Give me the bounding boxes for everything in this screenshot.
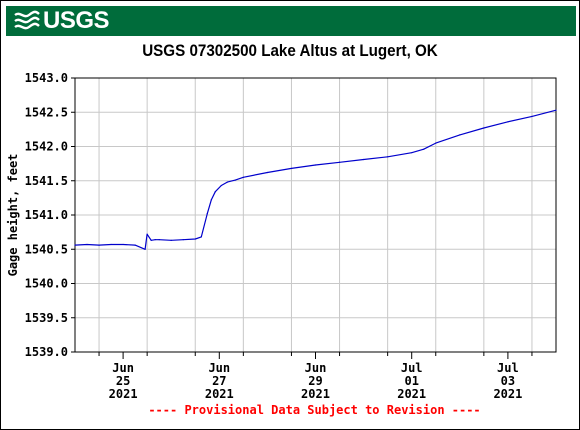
gage-height-point: [74, 244, 76, 246]
gage-height-point: [194, 238, 196, 240]
gage-height-point: [154, 239, 156, 241]
gage-height-point: [507, 121, 509, 123]
gage-height-series-line: [74, 109, 557, 250]
gage-height-point: [146, 233, 148, 235]
gage-height-point: [338, 161, 341, 163]
gage-height-point: [459, 134, 461, 136]
gage-height-point: [150, 239, 152, 241]
x-tick-label: 03: [501, 374, 515, 388]
y-tick-label: 1542.0: [25, 140, 68, 154]
gage-height-point: [200, 236, 202, 238]
x-tick-label: Jun: [208, 361, 230, 375]
usgs-logo-text: USGS: [43, 7, 110, 34]
gage-height-point: [110, 243, 112, 246]
x-tick-label: 2021: [397, 387, 426, 401]
gage-height-point: [98, 244, 100, 246]
gage-height-point: [182, 239, 184, 241]
plot-border: [74, 77, 557, 353]
gage-height-point: [555, 109, 557, 111]
gage-height-point: [144, 248, 146, 250]
x-tick-label: 2021: [109, 387, 138, 401]
gage-height-point: [226, 181, 228, 183]
gage-height-point: [314, 164, 317, 166]
y-tick-label: 1542.5: [25, 105, 68, 119]
gage-height-point: [290, 167, 293, 170]
provisional-notice: ---- Provisional Data Subject to Revisio…: [148, 403, 481, 417]
gage-height-point: [158, 239, 160, 241]
x-tick-label: 2021: [493, 387, 522, 401]
gage-height-point: [134, 244, 136, 246]
gage-height-point: [86, 243, 88, 246]
gage-height-point: [266, 171, 268, 174]
gage-height-point: [242, 176, 244, 178]
usgs-banner: USGS: [6, 6, 576, 36]
gage-height-point: [531, 115, 533, 117]
chart-title: USGS 07302500 Lake Altus at Lugert, OK: [142, 42, 438, 60]
x-tick-label: 27: [212, 374, 226, 388]
gage-height-point: [210, 199, 212, 201]
gage-height-point: [387, 156, 389, 158]
gage-height-point: [234, 179, 236, 181]
x-tick-label: 2021: [301, 387, 330, 401]
x-tick-label: 25: [116, 374, 130, 388]
x-tick-label: Jul: [401, 361, 423, 375]
y-tick-label: 1543.0: [25, 71, 68, 85]
y-tick-label: 1540.5: [25, 242, 68, 256]
gage-height-point: [411, 152, 413, 154]
gage-height-point: [170, 239, 172, 241]
y-tick-label: 1541.0: [25, 208, 68, 222]
gage-height-point: [423, 148, 425, 150]
x-tick-label: Jun: [112, 361, 134, 375]
x-tick-label: Jun: [305, 361, 327, 375]
y-tick-label: 1539.0: [25, 345, 68, 359]
x-tick-label: 2021: [205, 387, 234, 401]
usgs-wave-icon: [14, 10, 40, 30]
y-tick-label: 1540.0: [25, 277, 68, 291]
y-axis-label: Gage height, feet: [6, 154, 20, 277]
gage-height-point: [483, 127, 485, 129]
x-tick-label: Jul: [497, 361, 519, 375]
gage-height-point: [122, 243, 124, 246]
x-tick-label: 01: [404, 374, 418, 388]
x-tick-label: 29: [308, 374, 322, 388]
gage-height-point: [206, 213, 208, 215]
gage-height-point: [363, 158, 365, 161]
gage-height-point: [220, 184, 222, 187]
y-tick-label: 1541.5: [25, 174, 68, 188]
y-tick-label: 1539.5: [25, 311, 68, 325]
gage-height-point: [214, 191, 216, 193]
gage-height-point: [435, 142, 437, 144]
usgs-logo[interactable]: USGS: [14, 6, 110, 36]
